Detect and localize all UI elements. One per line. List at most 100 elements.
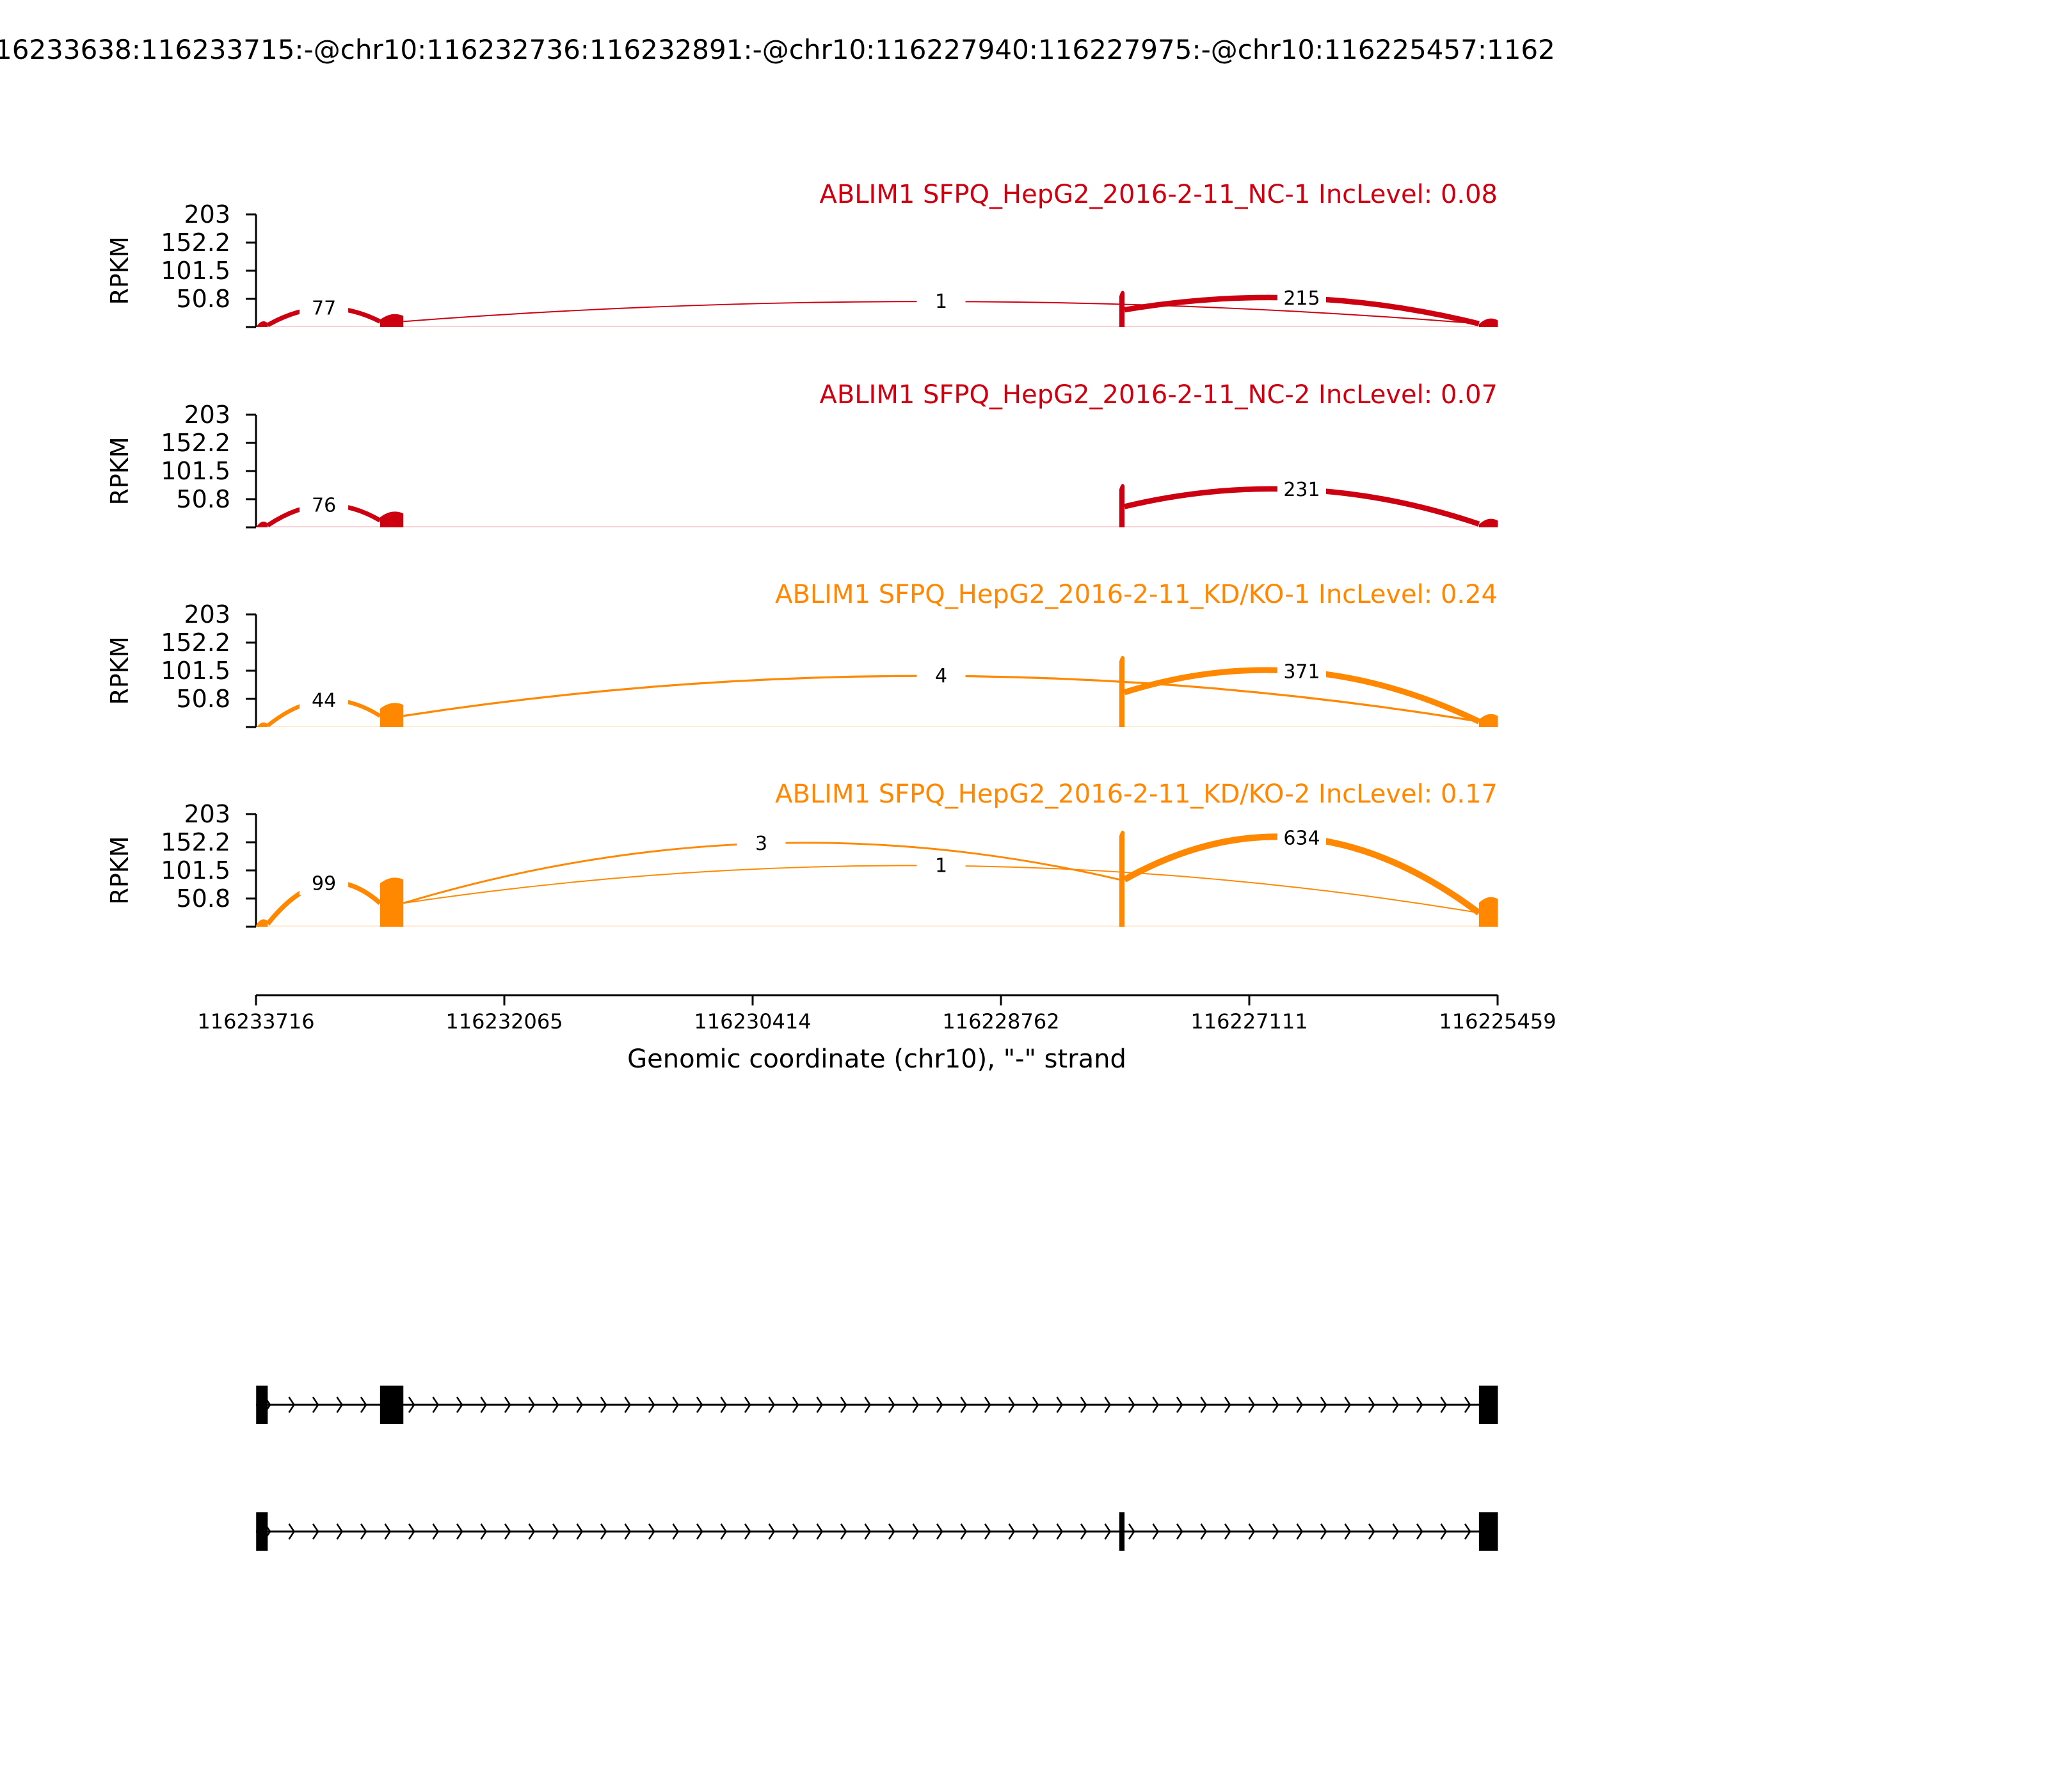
junction-count-label: 1 bbox=[935, 855, 947, 877]
strand-arrow-icon bbox=[1104, 1396, 1112, 1413]
junction-count-label: 99 bbox=[312, 872, 336, 895]
strand-arrow-icon bbox=[1008, 1523, 1016, 1540]
coverage-block bbox=[1119, 484, 1125, 527]
y-tick-label: 152.2 bbox=[161, 828, 230, 856]
y-tick-label: 203 bbox=[184, 800, 230, 828]
figure-title: 16233638:116233715:-@chr10:116232736:116… bbox=[0, 34, 1555, 65]
strand-arrow-icon bbox=[1176, 1523, 1183, 1540]
junction-label-box bbox=[916, 662, 966, 688]
strand-arrow-icon bbox=[672, 1396, 680, 1413]
strand-arrow-icon bbox=[312, 1523, 319, 1540]
y-tick-label: 101.5 bbox=[161, 856, 230, 884]
strand-arrow-icon bbox=[1392, 1523, 1400, 1540]
strand-arrow-icon bbox=[1224, 1396, 1231, 1413]
panel-title: ABLIM1 SFPQ_HepG2_2016-2-11_NC-1 IncLeve… bbox=[819, 180, 1498, 209]
junction-count-label: 76 bbox=[312, 494, 336, 516]
x-tick-label: 116230414 bbox=[694, 1009, 811, 1034]
strand-arrow-icon bbox=[1080, 1523, 1087, 1540]
strand-arrow-icon bbox=[1080, 1396, 1087, 1413]
strand-arrow-icon bbox=[504, 1396, 511, 1413]
strand-arrow-icon bbox=[1296, 1396, 1304, 1413]
coverage-block bbox=[380, 314, 404, 327]
strand-arrow-icon bbox=[1440, 1523, 1448, 1540]
strand-arrow-icon bbox=[576, 1396, 584, 1413]
strand-arrow-icon bbox=[720, 1523, 728, 1540]
gene-model bbox=[256, 1512, 1498, 1551]
junction-label-box bbox=[300, 491, 349, 517]
strand-arrow-icon bbox=[336, 1396, 344, 1413]
y-tick-label: 152.2 bbox=[161, 228, 230, 257]
strand-arrow-icon bbox=[624, 1523, 632, 1540]
junction-label-box bbox=[300, 294, 349, 320]
strand-arrow-icon bbox=[816, 1523, 824, 1540]
strand-arrow-icon bbox=[288, 1523, 296, 1540]
strand-arrow-icon bbox=[1296, 1523, 1304, 1540]
junction-label-box bbox=[737, 829, 786, 855]
strand-arrow-icon bbox=[312, 1396, 319, 1413]
x-tick-label: 116227111 bbox=[1190, 1009, 1308, 1034]
y-tick-label: 203 bbox=[184, 600, 230, 628]
panel-title: ABLIM1 SFPQ_HepG2_2016-2-11_NC-2 IncLeve… bbox=[819, 380, 1498, 410]
strand-arrow-icon bbox=[288, 1396, 296, 1413]
gene-model bbox=[256, 1386, 1498, 1424]
coverage-block bbox=[1478, 714, 1498, 727]
gene-models bbox=[256, 1386, 1498, 1551]
junction-label-box bbox=[300, 686, 349, 712]
strand-arrow-icon bbox=[1344, 1523, 1352, 1540]
strand-arrow-icon bbox=[1152, 1396, 1160, 1413]
strand-arrow-icon bbox=[384, 1523, 392, 1540]
exon-block bbox=[256, 1512, 268, 1551]
strand-arrow-icon bbox=[768, 1396, 776, 1413]
strand-arrow-icon bbox=[840, 1523, 847, 1540]
x-axis: 116233716 116232065 116230414 116228762 1162… bbox=[197, 994, 1556, 1074]
junction-label-box bbox=[1277, 657, 1326, 684]
strand-arrow-icon bbox=[1320, 1396, 1327, 1413]
strand-arrow-icon bbox=[1464, 1396, 1471, 1413]
strand-arrow-icon bbox=[720, 1396, 728, 1413]
strand-arrow-icon bbox=[792, 1523, 799, 1540]
y-tick-label: 50.8 bbox=[176, 285, 230, 313]
strand-arrow-icon bbox=[552, 1396, 559, 1413]
strand-arrow-icon bbox=[456, 1396, 463, 1413]
strand-arrow-icon bbox=[888, 1523, 895, 1540]
strand-arrow-icon bbox=[888, 1396, 895, 1413]
junction-count-label: 634 bbox=[1283, 827, 1320, 849]
junction-count-label: 3 bbox=[755, 833, 767, 855]
strand-arrow-icon bbox=[1416, 1523, 1423, 1540]
x-tick-label: 116233716 bbox=[197, 1009, 314, 1034]
strand-arrow-icon bbox=[696, 1396, 703, 1413]
strand-arrow-icon bbox=[624, 1396, 632, 1413]
strand-arrow-icon bbox=[984, 1523, 991, 1540]
y-axis-label: RPKM bbox=[106, 236, 134, 305]
junction-label-box bbox=[916, 287, 966, 314]
strand-arrow-icon bbox=[768, 1523, 776, 1540]
junction-count-label: 44 bbox=[312, 689, 336, 712]
strand-arrow-icon bbox=[672, 1523, 680, 1540]
coverage-block bbox=[380, 877, 404, 927]
strand-arrow-icon bbox=[984, 1396, 991, 1413]
coverage-block bbox=[1478, 897, 1498, 927]
exon-block bbox=[1119, 1512, 1125, 1551]
y-axis-label: RPKM bbox=[106, 836, 134, 904]
strand-arrow-icon bbox=[600, 1396, 607, 1413]
strand-arrow-icon bbox=[912, 1523, 920, 1540]
strand-arrow-icon bbox=[1248, 1523, 1256, 1540]
strand-arrow-icon bbox=[1440, 1396, 1448, 1413]
strand-arrow-icon bbox=[1464, 1523, 1471, 1540]
junction-label-box bbox=[300, 869, 349, 895]
strand-arrow-icon bbox=[1320, 1523, 1327, 1540]
strand-arrow-icon bbox=[960, 1523, 968, 1540]
x-axis-label: Genomic coordinate (chr10), "-" strand bbox=[627, 1044, 1126, 1074]
strand-arrow-icon bbox=[528, 1523, 536, 1540]
strand-arrow-icon bbox=[360, 1396, 367, 1413]
exon-block bbox=[380, 1386, 404, 1424]
junction-label-box bbox=[1277, 824, 1326, 850]
exon-block bbox=[1478, 1512, 1498, 1551]
junction-count-label: 4 bbox=[935, 665, 947, 687]
junction-count-label: 231 bbox=[1283, 479, 1320, 501]
panel-title: ABLIM1 SFPQ_HepG2_2016-2-11_KD/KO-1 IncL… bbox=[775, 580, 1498, 609]
coverage-block bbox=[256, 722, 268, 728]
